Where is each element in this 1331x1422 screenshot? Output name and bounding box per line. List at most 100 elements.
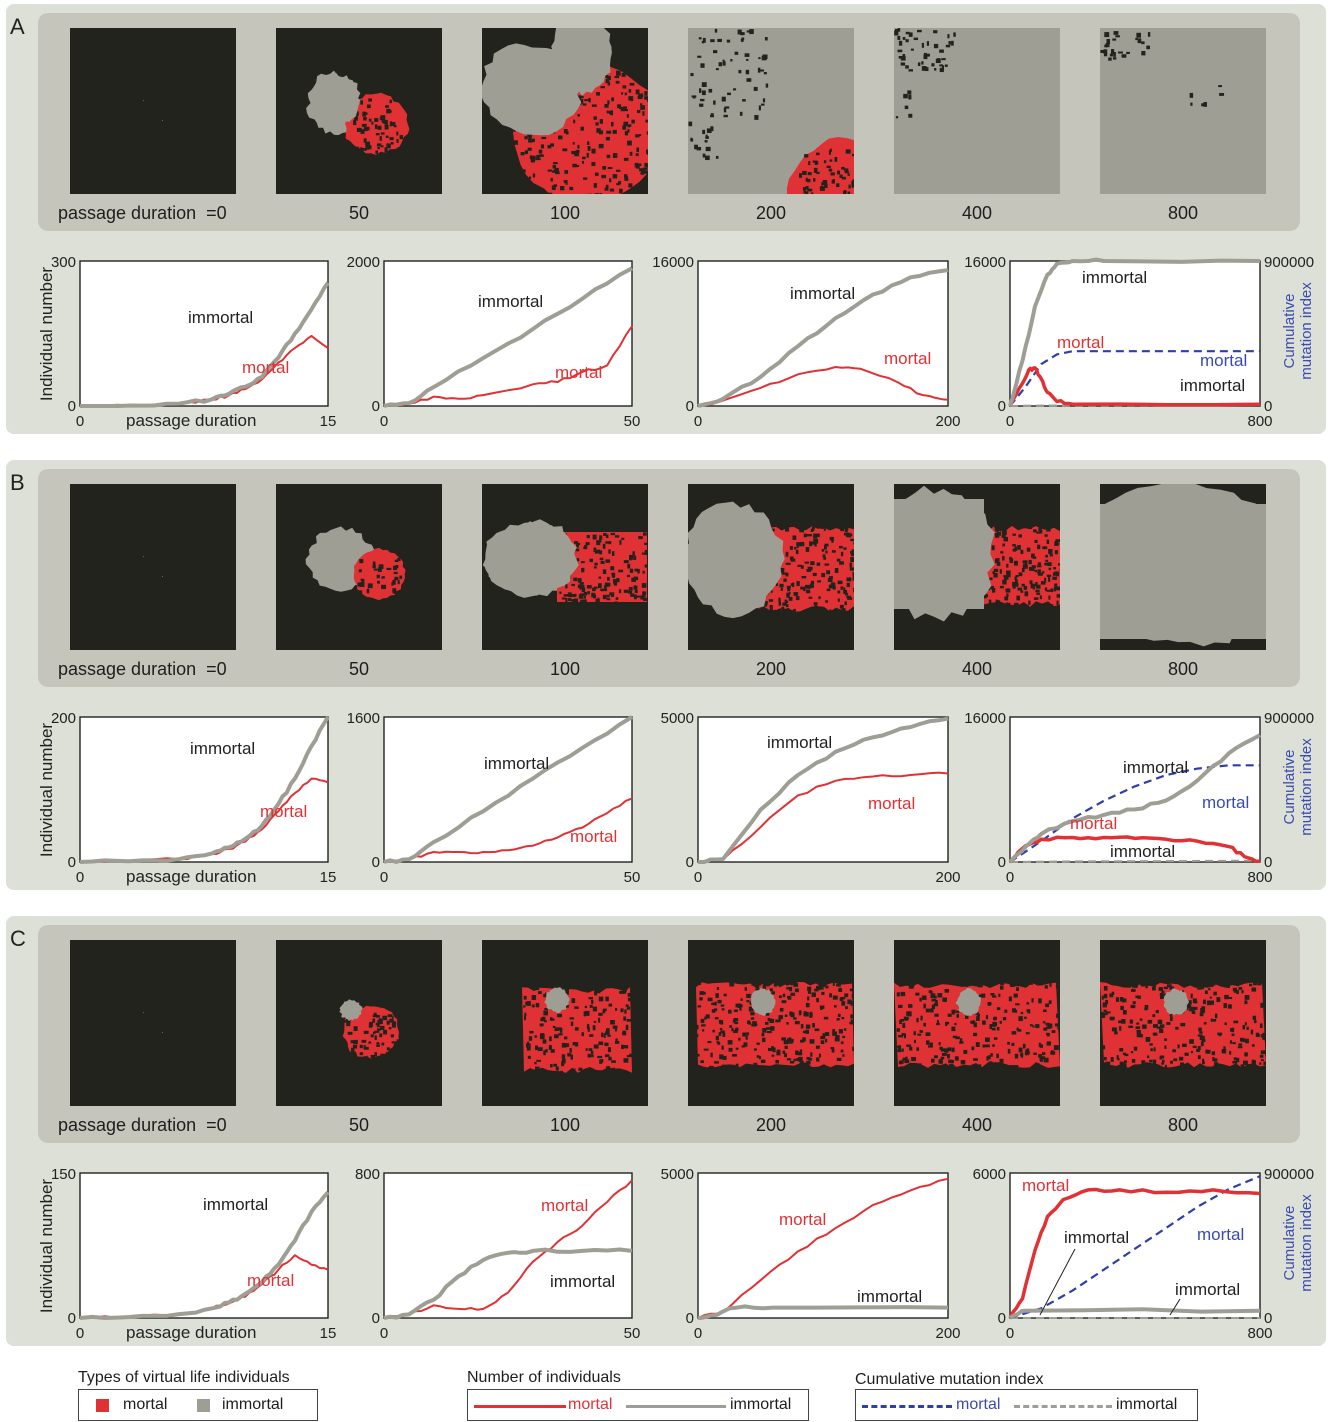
- ytick-label: 16000: [964, 710, 1006, 727]
- series-label-immortal: immortal: [1175, 1280, 1240, 1299]
- series-line-immortal: [383, 266, 633, 408]
- plot-frame: [383, 260, 633, 407]
- legend-types-mortal: mortal: [123, 1396, 168, 1413]
- snapshot-label: 50: [348, 203, 370, 223]
- series-line-immortal: [698, 716, 949, 864]
- series-line-mortal: [383, 325, 633, 407]
- ytick-label: 6000: [973, 1166, 1006, 1183]
- xtick-label: 0: [694, 1325, 702, 1342]
- series-line-mortal: [383, 1179, 633, 1319]
- xtick-label: 200: [935, 1325, 960, 1342]
- series-line-mortal-mutation: [1009, 350, 1260, 407]
- ytick-label: 16000: [652, 254, 694, 271]
- series-label-mortal: mortal: [884, 349, 931, 368]
- snapshot-label: 100: [549, 659, 581, 679]
- series-line-mortal: [1008, 835, 1261, 864]
- series-label-immortal: immortal: [478, 292, 543, 311]
- ytick-label: 150: [51, 1166, 76, 1183]
- series-label-immortal: immortal: [767, 733, 832, 752]
- series-line-immortal: [698, 1304, 949, 1320]
- series-line-immortal-mutation: [1009, 404, 1261, 407]
- snapshot-image-400: [894, 28, 1060, 194]
- snapshot-image-50: [276, 940, 442, 1106]
- ytick-label: 0: [686, 854, 694, 871]
- immortal-mutation-swatch: [1014, 1405, 1112, 1408]
- snapshot-label: 50: [348, 659, 370, 679]
- ytick-label: 5000: [661, 1166, 694, 1183]
- snapshot-label: 800: [1167, 659, 1199, 679]
- series-label-mortal: mortal: [1057, 333, 1104, 352]
- mortal-mutation-swatch: [862, 1405, 952, 1408]
- xtick-label: 0: [1006, 413, 1014, 430]
- series-label-mortal-mut: mortal: [1200, 351, 1247, 370]
- xtick-label: 50: [624, 1325, 641, 1342]
- ytick-label: 0: [68, 1310, 76, 1327]
- plot-frame: [383, 1172, 633, 1319]
- xtick-label: 800: [1247, 1325, 1272, 1342]
- y2tick-label: 900000: [1264, 1166, 1314, 1183]
- ytick-label: 0: [68, 398, 76, 415]
- series-label-mortal: mortal: [555, 363, 602, 382]
- series-label-immortal: immortal: [1123, 758, 1188, 777]
- ytick-label: 0: [686, 1310, 694, 1327]
- series-label-mortal-mut: mortal: [1197, 1225, 1244, 1244]
- y2tick-label: 900000: [1264, 710, 1314, 727]
- series-label-immortal: immortal: [550, 1272, 615, 1291]
- snapshot-label: 100: [549, 1115, 581, 1135]
- series-line-mortal: [697, 366, 949, 407]
- legend-mutation-title: Cumulative mutation index: [855, 1371, 1044, 1388]
- xtick-label: 0: [380, 869, 388, 886]
- snapshot-label: passage duration =0: [58, 203, 227, 223]
- xtick-label: 15: [320, 1325, 337, 1342]
- series-line-mortal: [1008, 1187, 1261, 1319]
- series-label-mortal: mortal: [779, 1210, 826, 1229]
- series-label-mortal: mortal: [247, 1271, 294, 1290]
- series-line-mortal-mutation: [1009, 1175, 1261, 1320]
- snapshot-image-200: [688, 28, 854, 194]
- xtick-label: 800: [1247, 869, 1272, 886]
- xtick-label: 200: [935, 413, 960, 430]
- snapshot-image-800: [1100, 940, 1266, 1106]
- series-line-immortal: [1008, 257, 1261, 407]
- xtick-label: 15: [320, 869, 337, 886]
- plot-frame: [697, 260, 949, 407]
- panel-letter: A: [10, 14, 25, 39]
- series-line-immortal: [383, 1247, 633, 1320]
- series-line-mortal: [1008, 366, 1261, 407]
- panel-letter: C: [10, 926, 26, 951]
- snapshot-image-50: [276, 28, 442, 194]
- snapshot-image-0: [70, 940, 236, 1106]
- plot-frame: [79, 260, 329, 407]
- y2tick-label: 900000: [1264, 254, 1314, 271]
- ytick-label: 0: [998, 854, 1006, 871]
- snapshot-strip: [38, 925, 1300, 1143]
- legend-types-immortal: immortal: [222, 1396, 284, 1413]
- legend-mutation-box: mortal immortal: [855, 1389, 1198, 1421]
- legend-number-title: Number of individuals: [467, 1369, 621, 1386]
- xtick-label: 15: [320, 413, 337, 430]
- series-line-immortal: [1008, 733, 1261, 864]
- snapshot-image-0: [70, 484, 236, 650]
- snapshot-label: 400: [961, 1115, 993, 1135]
- x-axis-label: passage duration: [126, 867, 257, 886]
- ytick-label: 1600: [347, 710, 380, 727]
- xtick-label: 200: [935, 869, 960, 886]
- series-label-immortal: immortal: [790, 284, 855, 303]
- series-label-immortal: immortal: [190, 739, 255, 758]
- xtick-label: 0: [694, 413, 702, 430]
- snapshot-strip: [38, 13, 1300, 231]
- immortal-swatch: [197, 1399, 210, 1412]
- ytick-label: 5000: [661, 710, 694, 727]
- ytick-label: 0: [68, 854, 76, 871]
- snapshot-image-0: [70, 28, 236, 194]
- legend-types-title: Types of virtual life individuals: [78, 1369, 290, 1386]
- legend-number-immortal: immortal: [730, 1396, 792, 1413]
- snapshot-label: 200: [755, 659, 787, 679]
- xtick-label: 0: [380, 1325, 388, 1342]
- ytick-label: 800: [355, 1166, 380, 1183]
